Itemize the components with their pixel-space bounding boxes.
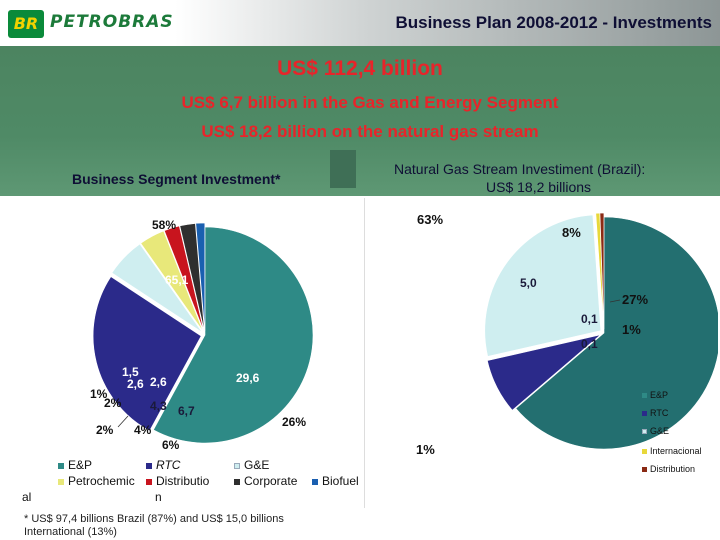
percent-label-ge: 6% — [162, 438, 180, 452]
legend-label: E&P — [650, 390, 669, 400]
left-chart-title: Business Segment Investment* — [72, 171, 281, 187]
legend-item-biofuel: Biofuel — [312, 474, 359, 489]
legend-swatch — [642, 467, 647, 473]
percent-label-distribution: 2% — [104, 396, 122, 410]
legend-label: RTC — [156, 458, 181, 472]
percent-label-ep: 63% — [417, 212, 443, 227]
percent-label-rtc: 8% — [562, 225, 581, 240]
header-bar — [0, 0, 720, 46]
legend-label: al — [22, 490, 32, 504]
percent-label-ge: 27% — [622, 292, 648, 307]
leader-line — [117, 415, 129, 428]
percent-label-petrochemical: 4% — [134, 423, 152, 437]
value-label-internacional: 0,1 — [581, 312, 598, 326]
legend-label: Petrochemic — [68, 474, 135, 488]
value-label-distribution: 2,6 — [150, 375, 167, 389]
value-label-ge: 5,0 — [520, 276, 537, 290]
legend-item-ep: E&P — [642, 390, 668, 400]
legend-item-internacional: Internacional — [642, 446, 702, 456]
legend-label: E&P — [68, 458, 93, 472]
pie-slice-ge — [484, 214, 602, 357]
legend-item-ge: G&E — [642, 426, 669, 436]
pie-slice-ep — [515, 216, 720, 450]
legend-label: G&E — [650, 426, 670, 436]
headline-band — [0, 46, 720, 196]
legend-item-petrochemical: Petrochemic — [58, 474, 135, 489]
header-gradient — [175, 0, 720, 46]
legend-item-corporate: Corporate — [234, 474, 297, 489]
pie-slice-petrochemical — [140, 230, 204, 332]
pie-slice-distribution — [163, 225, 205, 332]
legend-swatch — [312, 478, 318, 485]
legend-item-rtc: RTC — [146, 458, 180, 473]
pie-slice-rtc — [92, 276, 202, 432]
legend-label: RTC — [650, 408, 669, 418]
pie-slice-ep — [153, 226, 314, 444]
value-label-corporate: 2,6 — [127, 377, 144, 391]
natural-gas-stream-pie: 11,6 63% 1,4 8% 5,0 27% 0,1 1% 0,1 1% — [416, 212, 720, 457]
business-segment-pie: 65,1 58% 29,6 26% 6,7 6% 4,3 4% 2,6 2% 2,6 2% 1,5 1% — [90, 218, 314, 452]
legend-item-distribution: Distributio — [146, 474, 209, 489]
headline-total: US$ 112,4 billion — [277, 57, 443, 80]
leader-line — [609, 299, 621, 303]
legend-label: Distribution — [650, 464, 696, 474]
value-label-rtc: 1,4 — [444, 259, 461, 273]
legend-label: G&E — [244, 458, 270, 472]
legend-swatch — [642, 393, 647, 399]
legend-swatch — [642, 411, 647, 417]
headline-gas-energy: US$ 6,7 billion in the Gas and Energy Se… — [181, 93, 559, 112]
legend-label: Corporate — [244, 474, 298, 488]
legend-swatch — [642, 449, 647, 455]
legend-item-petrochemical-cont: al — [22, 490, 31, 505]
right-chart-title-line2: US$ 18,2 billions — [486, 179, 592, 195]
legend-item-ge: G&E — [234, 458, 269, 473]
pie-slice-corporate — [179, 223, 205, 332]
pie-slice-biofuel — [195, 222, 206, 332]
headline-natural-gas: US$ 18,2 billion on the natural gas stre… — [201, 122, 539, 141]
legend-label: Internacional — [650, 446, 702, 456]
pie-slice-distribution — [599, 212, 605, 330]
percent-label-rtc: 26% — [282, 415, 306, 429]
band-decoration — [330, 150, 356, 188]
page-title: Business Plan 2008-2012 - Investments — [395, 13, 712, 32]
legend-label: n — [155, 490, 162, 504]
value-label-distribution: 0,1 — [581, 337, 598, 351]
value-label-ep: 65,1 — [165, 273, 189, 287]
value-label-ge: 6,7 — [178, 404, 195, 418]
percent-label-internacional: 1% — [622, 322, 641, 337]
legend-swatch — [146, 478, 152, 485]
legend-swatch — [234, 478, 240, 485]
left-chart-area: 65,1 58% 29,6 26% 6,7 6% 4,3 4% 2,6 2% 2,6 2% 1,5 1% — [10, 198, 365, 508]
legend-item-rtc: RTC — [642, 408, 668, 418]
logo-wordmark: PETROBRAS — [50, 12, 174, 32]
percent-label-ep: 58% — [152, 218, 176, 232]
legend-swatch — [58, 478, 64, 485]
value-label-rtc: 29,6 — [236, 371, 260, 385]
pie-slice-ge — [111, 243, 203, 333]
legend-item-ep: E&P — [58, 458, 92, 473]
logo-mark: BR — [13, 14, 39, 33]
legend-item-distribution: Distribution — [642, 464, 695, 474]
legend-swatch — [58, 462, 64, 469]
footnote: * US$ 97,4 billions Brazil (87%) and US$… — [24, 513, 284, 538]
pie-slice-rtc — [486, 334, 601, 411]
right-chart-title-line1: Natural Gas Stream Investiment (Brazil): — [394, 161, 646, 177]
legend-swatch — [642, 429, 647, 435]
value-label-biofuel: 1,5 — [122, 365, 139, 379]
percent-label-corporate: 2% — [96, 423, 114, 437]
legend-swatch — [234, 462, 240, 469]
legend-item-distribution-cont: n — [155, 490, 162, 505]
legend-label: Biofuel — [322, 474, 359, 488]
percent-label-distribution: 1% — [416, 442, 435, 457]
percent-label-biofuel: 1% — [90, 387, 108, 401]
value-label-petrochemical: 4,3 — [150, 399, 167, 413]
value-label-ep: 11,6 — [472, 382, 495, 396]
right-chart-area: 11,6 63% 1,4 8% 5,0 27% 0,1 1% 0,1 1% — [372, 198, 720, 488]
petrobras-logo-icon — [8, 10, 44, 38]
legend-swatch — [146, 462, 152, 469]
legend-label: Distributio — [156, 474, 210, 488]
